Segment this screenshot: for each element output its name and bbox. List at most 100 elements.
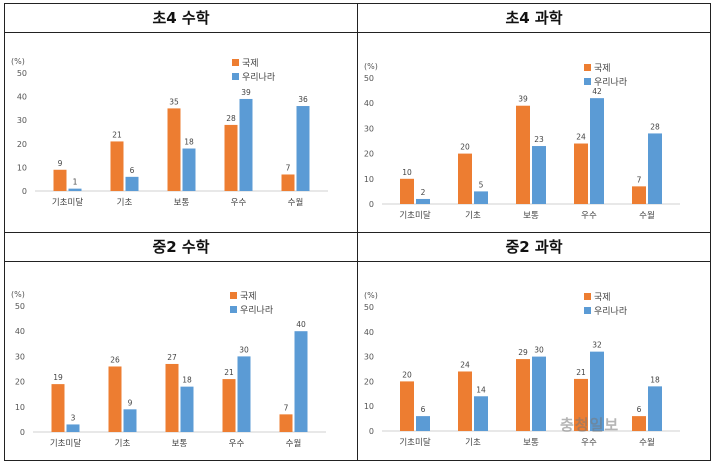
data-label: 21 [576, 368, 586, 377]
panel-grade4-math: 초4 수학 (%) 0 10 20 30 40 50 9 1 기초미달 21 6 기초 35 18 보통 28 3… [4, 3, 358, 233]
x-tick-label: 우수 [231, 198, 247, 208]
bar-korea [237, 356, 251, 432]
y-axis-label: (%) [11, 290, 25, 299]
legend-swatch [584, 307, 591, 314]
legend-label: 국제 [240, 291, 257, 302]
x-tick-label: 기초 [117, 198, 133, 208]
bar-korea [182, 148, 196, 191]
bar-intl [632, 416, 646, 431]
bar-intl [400, 178, 414, 204]
bar-intl [632, 186, 646, 204]
panel-grade8-science: 중2 과학 (%) 0 10 20 30 40 50 20 6 기초미달 24 14 기초 29 30 보통 2… [357, 232, 711, 461]
data-label: 1 [73, 178, 78, 187]
y-axis-label: (%) [11, 57, 25, 66]
data-label: 19 [53, 373, 63, 382]
x-tick-label: 보통 [523, 438, 539, 448]
x-tick-label: 기초미달 [52, 197, 83, 208]
bar-chart-grade8-science: (%) 0 10 20 30 40 50 20 6 기초미달 24 14 기초 29 30 보통 21 32 우수 6… [364, 291, 680, 448]
y-tick-label: 40 [15, 327, 25, 336]
y-tick-label: 0 [369, 200, 374, 209]
data-label: 7 [286, 163, 291, 172]
bar-intl [281, 174, 295, 191]
bar-korea [294, 331, 308, 432]
bar-korea [648, 133, 662, 204]
y-axis-label: (%) [364, 62, 378, 71]
x-tick-label: 기초 [465, 438, 481, 448]
data-label: 39 [518, 95, 528, 104]
legend-swatch [232, 73, 239, 80]
y-axis-label: (%) [364, 291, 378, 300]
bar-intl [516, 105, 530, 204]
bar-chart-grade8-math: (%) 0 10 20 30 40 50 19 3 기초미달 26 9 기초 27 18 보통 21 30 우수 7 4… [11, 290, 326, 449]
title-divider [358, 32, 710, 33]
x-tick-label: 기초미달 [399, 210, 430, 221]
y-tick-label: 40 [17, 93, 27, 102]
legend-swatch [230, 306, 237, 313]
data-label: 3 [71, 413, 76, 422]
chart-title: 중2 과학 [505, 238, 563, 256]
bar-intl [51, 384, 65, 432]
legend-label: 우리나라 [594, 77, 628, 88]
y-tick-label: 20 [364, 377, 374, 386]
data-label: 27 [167, 353, 177, 362]
x-tick-label: 보통 [174, 198, 190, 208]
legend-label: 국제 [242, 58, 259, 69]
y-tick-label: 50 [364, 74, 374, 83]
y-tick-label: 30 [364, 353, 374, 362]
bar-korea [123, 409, 137, 432]
y-tick-label: 10 [364, 175, 374, 184]
x-tick-label: 수월 [639, 437, 655, 448]
bar-korea [68, 188, 82, 191]
legend-swatch [230, 292, 237, 299]
data-label: 5 [479, 180, 484, 189]
data-label: 40 [296, 320, 306, 329]
bar-intl [279, 414, 293, 432]
legend-swatch [584, 293, 591, 300]
bar-chart-grade4-math: (%) 0 10 20 30 40 50 9 1 기초미달 21 6 기초 35 18 보통 28 39 우수 7 36… [11, 57, 328, 208]
bar-chart-grade4-science: (%) 0 10 20 30 40 50 10 2 기초미달 20 5 기초 39 23 보통 24 42 우수 7 2… [364, 62, 680, 221]
data-label: 28 [650, 122, 660, 131]
bar-korea [648, 386, 662, 431]
data-label: 18 [184, 138, 194, 147]
x-tick-label: 수월 [639, 210, 655, 221]
data-label: 24 [576, 133, 586, 142]
bar-korea [590, 351, 604, 431]
y-tick-label: 10 [364, 402, 374, 411]
bar-intl [224, 124, 238, 191]
data-label: 20 [402, 370, 412, 379]
bar-korea [296, 106, 310, 191]
bar-intl [516, 359, 530, 431]
data-label: 9 [58, 159, 63, 168]
legend-label: 국제 [594, 292, 611, 303]
panel-grade8-math: 중2 수학 (%) 0 10 20 30 40 50 19 3 기초미달 26 9 기초 27 18 보통 21… [4, 232, 358, 461]
bar-korea [66, 424, 80, 432]
y-tick-label: 20 [15, 378, 25, 387]
data-label: 2 [421, 188, 426, 197]
bar-intl [574, 143, 588, 204]
panel-grade4-science: 초4 과학 (%) 0 10 20 30 40 50 10 2 기초미달 20 5 기초 39 23 보통 24… [357, 3, 711, 233]
bar-korea [532, 146, 546, 204]
data-label: 18 [650, 375, 660, 384]
bar-korea [180, 386, 194, 432]
title-divider [5, 32, 357, 33]
bar-intl [53, 169, 67, 191]
data-label: 18 [182, 376, 192, 385]
data-label: 9 [128, 398, 133, 407]
bar-korea [590, 98, 604, 204]
y-tick-label: 20 [364, 150, 374, 159]
title-divider [5, 261, 357, 262]
y-tick-label: 30 [15, 352, 25, 361]
legend-swatch [584, 64, 591, 71]
data-label: 42 [592, 87, 602, 96]
y-tick-label: 50 [17, 69, 27, 78]
y-tick-label: 30 [17, 116, 27, 125]
y-tick-label: 10 [17, 163, 27, 172]
bar-korea [474, 191, 488, 204]
x-tick-label: 우수 [581, 211, 597, 221]
bar-intl [458, 153, 472, 204]
x-tick-label: 기초미달 [50, 438, 81, 449]
y-tick-label: 0 [369, 427, 374, 436]
data-label: 35 [169, 97, 179, 106]
data-label: 20 [460, 143, 470, 152]
x-tick-label: 보통 [523, 211, 539, 221]
